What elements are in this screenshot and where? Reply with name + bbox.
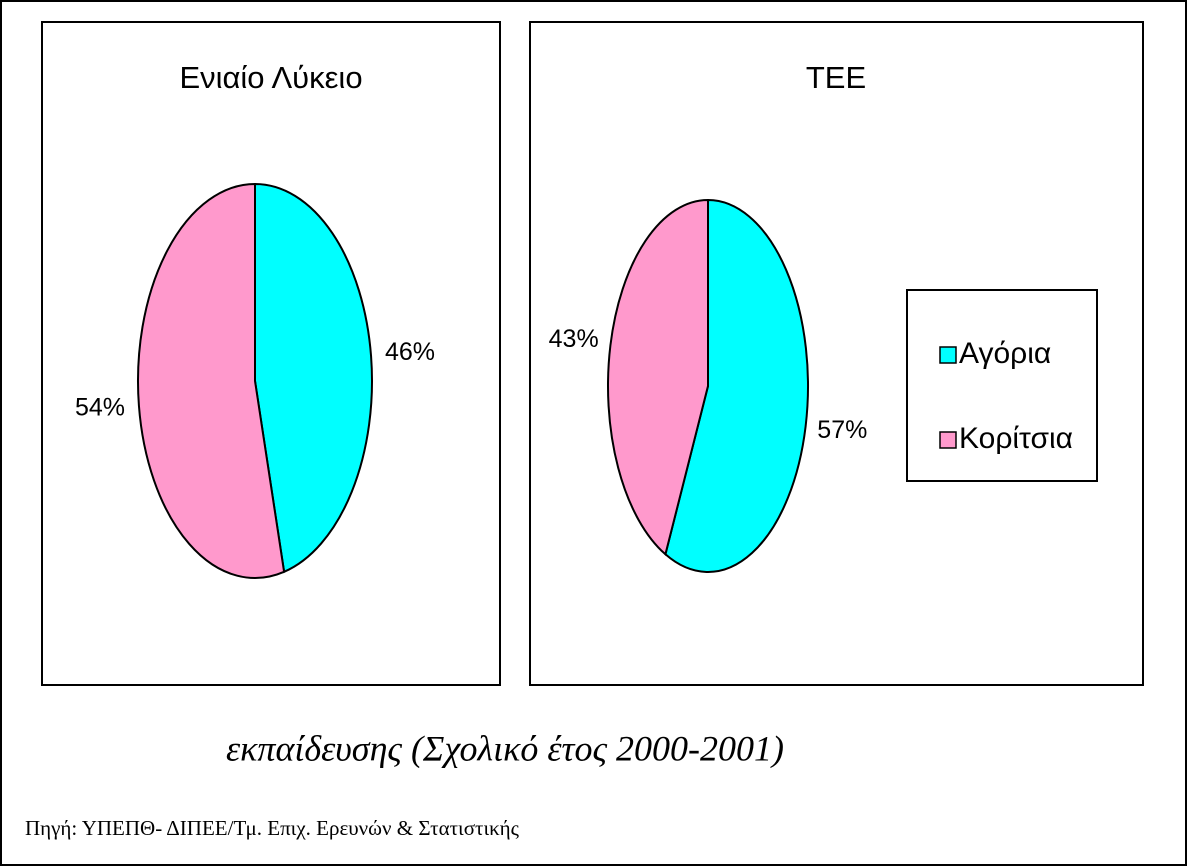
data-label: 54% [75, 393, 125, 421]
chart-title: ΤΕΕ [806, 60, 866, 95]
legend-label: Κορίτσια [959, 422, 1073, 455]
caption: εκπαίδευσης (Σχολικό έτος 2000-2001) [226, 728, 784, 768]
panel [529, 21, 1144, 686]
panel [41, 21, 501, 686]
data-label: 43% [549, 325, 599, 353]
legend-box [906, 289, 1098, 482]
data-label: 57% [817, 416, 867, 444]
pie-slice [137, 182, 286, 579]
pie-slice [607, 198, 709, 557]
chart-title: Ενιαίο Λύκειο [179, 60, 362, 95]
legend-swatch [939, 431, 957, 449]
legend-label: Αγόρια [959, 337, 1051, 370]
data-label: 46% [385, 338, 435, 366]
pie-slice [254, 182, 373, 574]
legend-swatch [939, 346, 957, 364]
source: Πηγή: ΥΠΕΠΘ- ΔΙΠΕΕ/Τμ. Επιχ. Ερευνών & Σ… [25, 816, 520, 840]
pie-slice [664, 198, 809, 573]
